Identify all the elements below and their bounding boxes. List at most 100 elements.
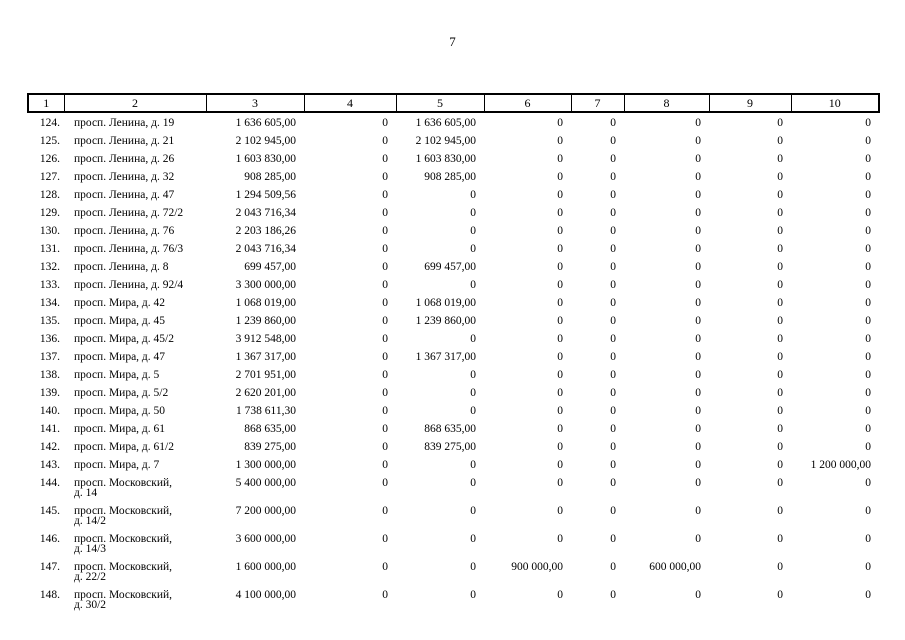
address-cell: просп. Мира, д. 45/2 [74,332,174,345]
col-9-value-cell: 0 [777,296,783,309]
col-3-value-cell: 2 701 951,00 [235,368,296,381]
col-4-value-cell: 0 [382,560,388,573]
row-number-cell: 129. [39,206,60,219]
column-header-4: 4 [303,93,397,113]
col-5-value-cell: 0 [470,368,476,381]
column-header-5: 5 [395,93,485,113]
table-row: 136. просп. Мира, д. 45/2 3 912 548,00 0… [28,329,879,347]
address-cell: просп. Ленина, д. 8 [74,260,169,273]
column-header-7: 7 [570,93,625,113]
col-8-value-cell: 0 [695,504,701,517]
row-number-cell: 128. [39,188,60,201]
column-header-1: 1 [27,93,65,113]
col-5-value-cell: 908 285,00 [424,170,476,183]
col-8-value-cell: 0 [695,296,701,309]
table-row: 131. просп. Ленина, д. 76/3 2 043 716,34… [28,239,879,257]
col-6-value-cell: 0 [557,188,563,201]
table-row: 127. просп. Ленина, д. 32 908 285,00 0 9… [28,167,879,185]
col-7-value-cell: 0 [610,458,616,471]
col-4-value-cell: 0 [382,332,388,345]
address-cell: просп. Московский, д. 14/3 [74,532,173,555]
col-7-value-cell: 0 [610,404,616,417]
col-4-value-cell: 0 [382,588,388,601]
col-3-value-cell: 7 200 000,00 [235,504,296,517]
table-row: 146. просп. Московский, д. 14/3 3 600 00… [28,529,879,557]
col-6-value-cell: 0 [557,152,563,165]
col-7-value-cell: 0 [610,368,616,381]
col-3-value-cell: 1 068 019,00 [235,296,296,309]
col-4-value-cell: 0 [382,458,388,471]
col-5-value-cell: 0 [470,560,476,573]
col-6-value-cell: 900 000,00 [511,560,563,573]
row-number-cell: 142. [39,440,60,453]
address-cell: просп. Мира, д. 5 [74,368,160,381]
financial-table: 1 2 3 4 5 6 7 8 9 10 124. просп. Ленина,… [27,93,880,613]
col-6-value-cell: 0 [557,476,563,489]
address-cell: просп. Ленина, д. 32 [74,170,175,183]
col-7-value-cell: 0 [610,170,616,183]
col-8-value-cell: 0 [695,152,701,165]
col-3-value-cell: 1 636 605,00 [235,117,296,129]
row-number-cell: 126. [39,152,60,165]
col-7-value-cell: 0 [610,332,616,345]
col-8-value-cell: 0 [695,314,701,327]
col-8-value-cell: 0 [695,386,701,399]
col-8-value-cell: 0 [695,458,701,471]
col-8-value-cell: 0 [695,422,701,435]
address-cell: просп. Московский, д. 22/2 [74,560,173,583]
col-3-value-cell: 699 457,00 [244,260,296,273]
col-3-value-cell: 4 100 000,00 [235,588,296,601]
col-5-value-cell: 1 068 019,00 [415,296,476,309]
col-3-value-cell: 3 300 000,00 [235,278,296,291]
col-5-value-cell: 0 [470,532,476,545]
col-7-value-cell: 0 [610,296,616,309]
address-cell: просп. Мира, д. 7 [74,458,160,471]
row-number-cell: 135. [39,314,60,327]
col-4-value-cell: 0 [382,532,388,545]
col-6-value-cell: 0 [557,170,563,183]
col-10-value-cell: 1 200 000,00 [810,458,871,471]
address-cell: просп. Мира, д. 5/2 [74,386,169,399]
col-8-value-cell: 0 [695,206,701,219]
col-10-value-cell: 0 [865,368,871,381]
col-8-value-cell: 0 [695,532,701,545]
table-header: 1 2 3 4 5 6 7 8 9 10 [27,93,880,113]
col-6-value-cell: 0 [557,260,563,273]
col-5-value-cell: 0 [470,332,476,345]
row-number-cell: 131. [39,242,60,255]
col-9-value-cell: 0 [777,386,783,399]
col-6-value-cell: 0 [557,332,563,345]
address-cell: просп. Ленина, д. 72/2 [74,206,184,219]
row-number-cell: 130. [39,224,60,237]
col-5-value-cell: 1 603 830,00 [415,152,476,165]
col-4-value-cell: 0 [382,504,388,517]
table-row: 140. просп. Мира, д. 50 1 738 611,30 0 0… [28,401,879,419]
col-6-value-cell: 0 [557,242,563,255]
col-5-value-cell: 1 367 317,00 [415,350,476,363]
col-4-value-cell: 0 [382,206,388,219]
col-6-value-cell: 0 [557,532,563,545]
col-10-value-cell: 0 [865,152,871,165]
row-number-cell: 144. [39,476,60,489]
col-3-value-cell: 1 603 830,00 [235,152,296,165]
col-5-value-cell: 839 275,00 [424,440,476,453]
col-9-value-cell: 0 [777,188,783,201]
column-header-6: 6 [483,93,572,113]
row-number-cell: 134. [39,296,60,309]
col-9-value-cell: 0 [777,404,783,417]
address-cell: просп. Мира, д. 45 [74,314,166,327]
col-8-value-cell: 0 [695,134,701,147]
col-9-value-cell: 0 [777,350,783,363]
col-10-value-cell: 0 [865,206,871,219]
col-10-value-cell: 0 [865,422,871,435]
row-number-cell: 143. [39,458,60,471]
col-5-value-cell: 0 [470,386,476,399]
col-4-value-cell: 0 [382,152,388,165]
col-8-value-cell: 0 [695,332,701,345]
col-4-value-cell: 0 [382,350,388,363]
col-7-value-cell: 0 [610,560,616,573]
col-4-value-cell: 0 [382,404,388,417]
row-number-cell: 136. [39,332,60,345]
col-8-value-cell: 0 [695,404,701,417]
col-6-value-cell: 0 [557,440,563,453]
